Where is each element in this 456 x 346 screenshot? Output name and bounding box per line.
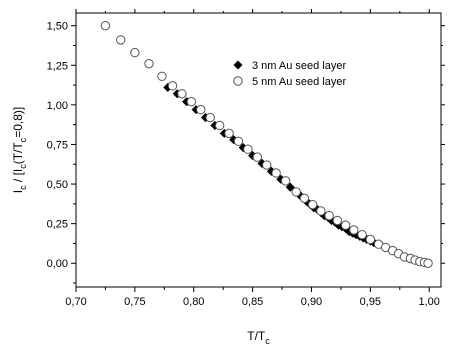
y-tick-label: 0,75 <box>47 139 68 151</box>
x-tick-label: 0,95 <box>360 296 381 308</box>
legend-label-3nm: 3 nm Au seed layer <box>252 60 347 72</box>
x-tick-label: 0,90 <box>301 296 322 308</box>
y-label-part: =0,8)] <box>11 107 25 138</box>
data-point-5nm <box>357 230 367 240</box>
y-axis-label: Ic / [Ic(T/Tc=0,8)] <box>11 107 28 194</box>
data-point-5nm <box>186 96 197 107</box>
legend: 3 nm Au seed layer 5 nm Au seed layer <box>233 60 347 88</box>
data-point-5nm <box>214 120 225 131</box>
data-point-3nm <box>285 182 295 192</box>
y-tick-label: 0,50 <box>47 179 68 191</box>
plot-frame <box>75 12 442 288</box>
data-point-5nm <box>280 176 291 186</box>
data-point-5nm <box>332 215 343 226</box>
y-label-part: I <box>11 190 25 193</box>
data-point-5nm <box>252 152 263 162</box>
y-label-sub: c <box>18 164 28 169</box>
y-label-sub: c <box>18 185 28 190</box>
data-point-5nm <box>100 20 111 31</box>
x-label-sub: c <box>265 336 270 346</box>
data-point-5nm <box>116 35 126 45</box>
data-point-5nm <box>349 225 359 235</box>
data-point-5nm <box>205 112 215 123</box>
y-tick-label: 1,25 <box>47 60 68 72</box>
data-point-5nm <box>167 81 178 91</box>
data-point-5nm <box>130 47 140 58</box>
data-point-5nm <box>144 58 154 69</box>
y-label-part: / [I <box>11 169 25 186</box>
x-tick-label: 0,80 <box>183 296 204 308</box>
x-tick-label: 0,75 <box>124 296 145 308</box>
x-tick-label: 0,85 <box>242 296 263 308</box>
x-label-main: T/T <box>247 329 266 343</box>
data-point-5nm <box>340 220 351 230</box>
y-tick-label: 1,50 <box>47 21 68 33</box>
legend-label-5nm: 5 nm Au seed layer <box>252 76 347 88</box>
axes-frame <box>75 12 442 288</box>
data-point-5nm <box>243 144 253 154</box>
y-tick-label: 0,00 <box>47 258 68 270</box>
x-axis-ticks: 0,70 0,75 0,80 0,85 0,90 0,95 1,00 <box>65 9 440 308</box>
data-point-5nm <box>365 234 376 245</box>
x-tick-label: 1,00 <box>419 296 440 308</box>
data-point-5nm <box>299 193 310 204</box>
data-point-5nm <box>262 160 272 170</box>
y-tick-label: 1,00 <box>47 100 68 112</box>
x-axis-label: T/Tc <box>247 329 270 346</box>
data-point-5nm <box>307 199 318 210</box>
data-point-5nm <box>157 71 167 82</box>
data-point-5nm <box>423 258 433 268</box>
y-label-part: (T/T <box>11 142 25 165</box>
y-tick-label: 0,25 <box>47 219 68 231</box>
data-point-5nm <box>196 104 206 115</box>
data-point-5nm <box>316 206 326 216</box>
legend-marker-diamond <box>233 60 243 70</box>
series-5nm-points <box>100 20 433 268</box>
x-tick-label: 0,70 <box>65 296 86 308</box>
data-point-5nm <box>177 89 187 99</box>
data-point-5nm <box>233 136 244 146</box>
y-label-sub: c <box>18 137 28 142</box>
legend-marker-circle <box>233 76 243 86</box>
data-point-5nm <box>291 187 301 197</box>
data-point-5nm <box>324 211 334 221</box>
y-axis-ticks: 0,00 0,25 0,50 0,75 1,00 1,25 1,50 <box>47 21 445 284</box>
data-point-5nm <box>271 168 281 178</box>
data-point-5nm <box>224 128 234 139</box>
